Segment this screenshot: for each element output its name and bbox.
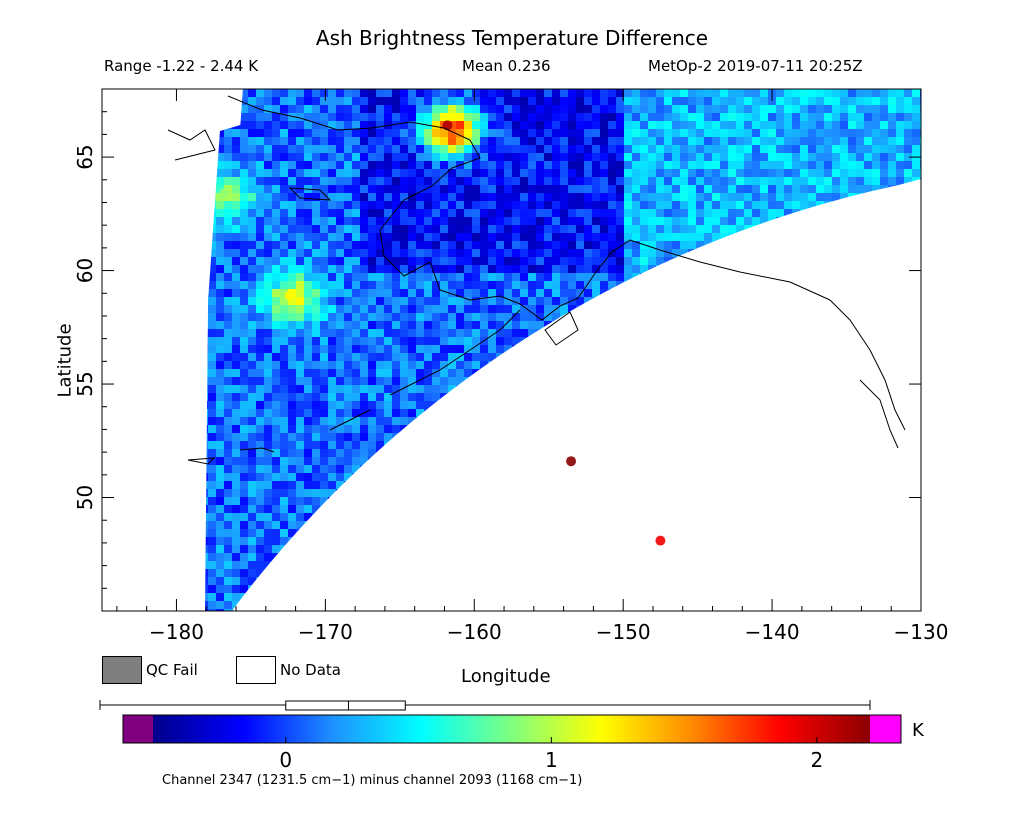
- hotspot-mark-1: [655, 535, 666, 546]
- range-text: Range -1.22 - 2.44 K: [104, 57, 259, 75]
- coastline-segment-4: [288, 187, 332, 201]
- chart-title: Ash Brightness Temperature Difference: [315, 26, 709, 50]
- coastline-segment-8: [329, 409, 371, 431]
- coastline-layer: [167, 95, 906, 465]
- x-tick-label-0: −180: [149, 620, 204, 644]
- colorbar-tick-label-1: 1: [545, 748, 558, 772]
- hotspot-mark-2: [442, 120, 453, 131]
- range-indicator: [99, 700, 871, 711]
- y-tick-label-2: 60: [73, 258, 97, 283]
- coastline-segment-0: [227, 95, 831, 321]
- colorbar-unit: K: [912, 720, 924, 741]
- coastline-segment-5: [544, 311, 579, 346]
- swath-cells: [205, 89, 921, 611]
- x-tick-label-2: −160: [447, 620, 502, 644]
- hotspot-layer: [219, 120, 666, 546]
- coastline-segment-1: [389, 309, 521, 396]
- y-tick-label-1: 55: [73, 371, 97, 396]
- satellite-timestamp: MetOp-2 2019-07-11 20:25Z: [648, 57, 863, 75]
- hotspot-mark-0: [566, 456, 577, 467]
- qc-fail-label: QC Fail: [146, 661, 198, 679]
- hotspot-mark-3: [284, 290, 295, 301]
- data-swath: [205, 89, 921, 611]
- no-data-swatch: [236, 656, 276, 684]
- colorbar: 0 1 2: [122, 714, 902, 772]
- coastline-segment-6: [187, 457, 216, 465]
- qc-fail-swatch: [102, 656, 142, 684]
- no-data-label: No Data: [280, 661, 341, 679]
- x-tick-label-1: −170: [298, 620, 353, 644]
- colorbar-overflow: [870, 715, 901, 743]
- x-tick-label-5: −130: [894, 620, 949, 644]
- y-axis-label: Latitude: [54, 323, 76, 398]
- colorbar-gradient: [153, 715, 870, 743]
- hotspot-mark-4: [219, 188, 230, 199]
- plot-frame: [101, 88, 922, 612]
- x-tick-label-3: −150: [596, 620, 651, 644]
- mean-text: Mean 0.236: [462, 57, 551, 75]
- coastline-segment-9: [859, 379, 899, 449]
- y-tick-label-3: 65: [73, 144, 97, 169]
- colorbar-tick-label-2: 2: [811, 748, 824, 772]
- colorbar-underflow: [123, 715, 153, 743]
- colorbar-caption: Channel 2347 (1231.5 cm−1) minus channel…: [162, 773, 583, 788]
- range-indicator-box: [285, 700, 406, 711]
- colorbar-tick-label-0: 0: [279, 748, 292, 772]
- coastline-segment-7: [239, 447, 275, 453]
- coastline-segment-3: [167, 129, 216, 161]
- colorbar-frame: [122, 714, 902, 744]
- axes: −180 −170 −160 −150 −140 −130 50 55 60 65: [73, 89, 948, 644]
- x-axis-label: Longitude: [461, 666, 551, 687]
- coastline-segment-2: [829, 299, 906, 431]
- x-tick-label-4: −140: [745, 620, 800, 644]
- y-tick-label-0: 50: [73, 485, 97, 510]
